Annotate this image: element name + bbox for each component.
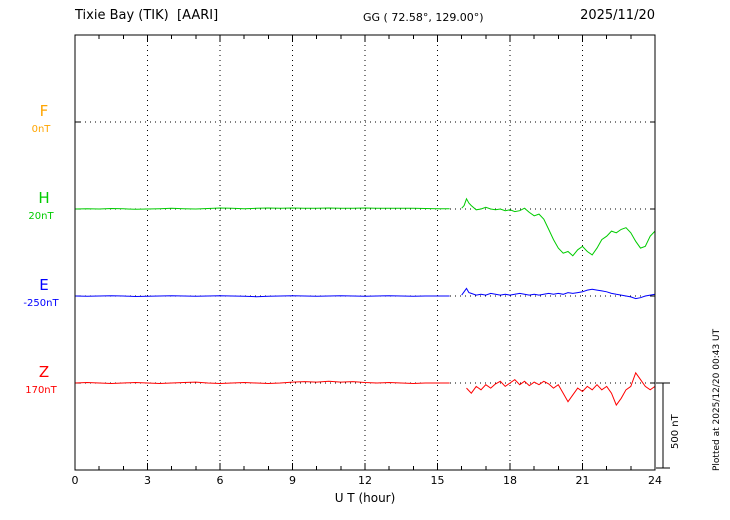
observation-date: 2025/11/20 xyxy=(580,8,655,23)
scale-bar-label: 500 nT xyxy=(670,414,681,449)
trace-Z xyxy=(74,380,450,385)
plotted-at-label: Plotted at 2025/12/20 00:43 UT xyxy=(712,328,722,471)
trace-H xyxy=(461,197,656,257)
x-axis-label: U T (hour) xyxy=(334,491,396,505)
trace-H xyxy=(74,207,450,210)
trace-E xyxy=(461,287,656,300)
trace-Z xyxy=(466,371,656,407)
plot-frame xyxy=(74,34,656,471)
station-title: Tixie Bay (TIK) [AARI] xyxy=(75,8,219,23)
station-coordinates: GG ( 72.58°, 129.00°) xyxy=(363,11,484,24)
trace-E xyxy=(74,295,450,298)
